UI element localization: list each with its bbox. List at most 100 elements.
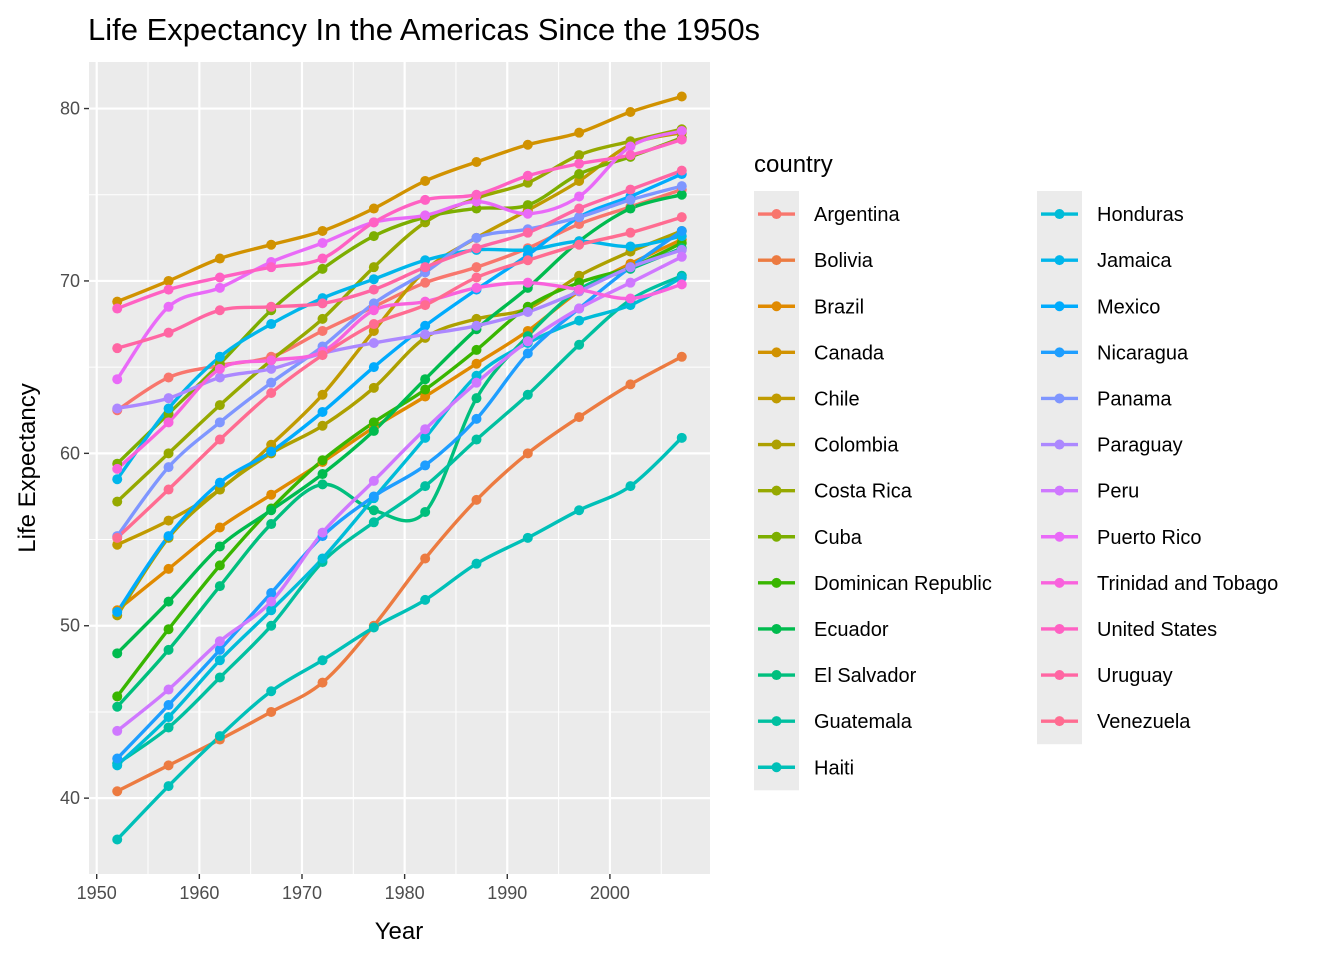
data-point [420,175,431,186]
data-point [574,212,585,223]
data-point [112,463,123,474]
legend-label: Haiti [814,757,854,779]
data-point [317,298,328,309]
data-point [420,329,431,340]
y-tick-label: 60 [60,443,80,463]
legend-label: Uruguay [1097,665,1173,687]
data-point [625,227,636,238]
data-point [214,560,225,571]
data-point [471,358,482,369]
data-point [471,156,482,167]
data-point [420,374,431,385]
data-point [112,834,123,845]
legend-label: Colombia [814,435,899,457]
data-point [574,191,585,202]
data-point [420,506,431,517]
data-point [214,372,225,383]
x-tick-label: 1990 [487,883,527,903]
data-point [574,219,585,230]
y-axis: 40 50 60 70 80 [60,99,89,808]
data-point [163,781,174,792]
legend: country Argentina Bolivia Brazil Canada Chil… [754,151,1278,791]
data-point [214,731,225,742]
data-point [214,417,225,428]
data-point [420,277,431,288]
data-point [112,374,123,385]
data-point [266,446,277,457]
data-point [214,541,225,552]
data-point [522,348,533,359]
data-point [214,636,225,647]
data-point [471,344,482,355]
legend-label: Ecuador [814,619,889,641]
legend-label: Cuba [814,527,863,549]
legend-label: Puerto Rico [1097,527,1202,549]
data-point [420,194,431,205]
data-point [317,553,328,564]
legend-label: Jamaica [1097,250,1172,272]
legend-key-point [771,255,782,266]
legend-key-point [1054,577,1065,588]
data-point [368,298,379,309]
data-point [471,434,482,445]
data-point [522,389,533,400]
series-points [112,91,687,845]
legend-label: Bolivia [814,250,874,272]
data-point [471,377,482,388]
data-point [676,272,687,283]
legend-key-background [1037,191,1082,745]
data-point [368,305,379,316]
data-point [676,244,687,255]
x-tick-label: 1950 [77,883,117,903]
data-point [163,275,174,286]
data-point [266,505,277,516]
data-point [317,655,328,666]
data-point [214,400,225,411]
data-point [163,531,174,542]
data-point [266,587,277,598]
data-point [471,558,482,569]
data-point [676,189,687,200]
y-tick-label: 50 [60,616,80,636]
data-point [214,522,225,533]
data-point [368,517,379,528]
legend-label: Dominican Republic [814,573,992,595]
data-point [317,479,328,490]
data-point [163,393,174,404]
data-point [368,319,379,330]
legend-key-point [771,716,782,727]
data-point [163,700,174,711]
data-point [214,434,225,445]
data-point [522,139,533,150]
legend-label: Canada [814,342,885,364]
data-point [420,320,431,331]
data-point [574,412,585,423]
data-point [368,274,379,285]
data-point [625,203,636,214]
data-point [368,217,379,228]
data-point [317,253,328,264]
legend-key-point [1054,716,1065,727]
data-point [522,448,533,459]
legend-key-point [771,670,782,681]
data-point [163,484,174,495]
data-point [317,677,328,688]
legend-key-point [771,439,782,450]
data-point [574,203,585,214]
data-point [317,350,328,361]
legend-label: Trinidad and Tobago [1097,573,1278,595]
data-point [266,519,277,530]
data-point [112,296,123,307]
legend-label: Peru [1097,481,1139,503]
legend-key-point [1054,301,1065,312]
data-point [214,644,225,655]
data-point [214,672,225,683]
data-point [625,481,636,492]
data-point [522,208,533,219]
data-point [112,539,123,550]
data-point [112,725,123,736]
data-point [625,241,636,252]
legend-label: Chile [814,388,860,410]
data-point [676,181,687,192]
data-point [471,203,482,214]
